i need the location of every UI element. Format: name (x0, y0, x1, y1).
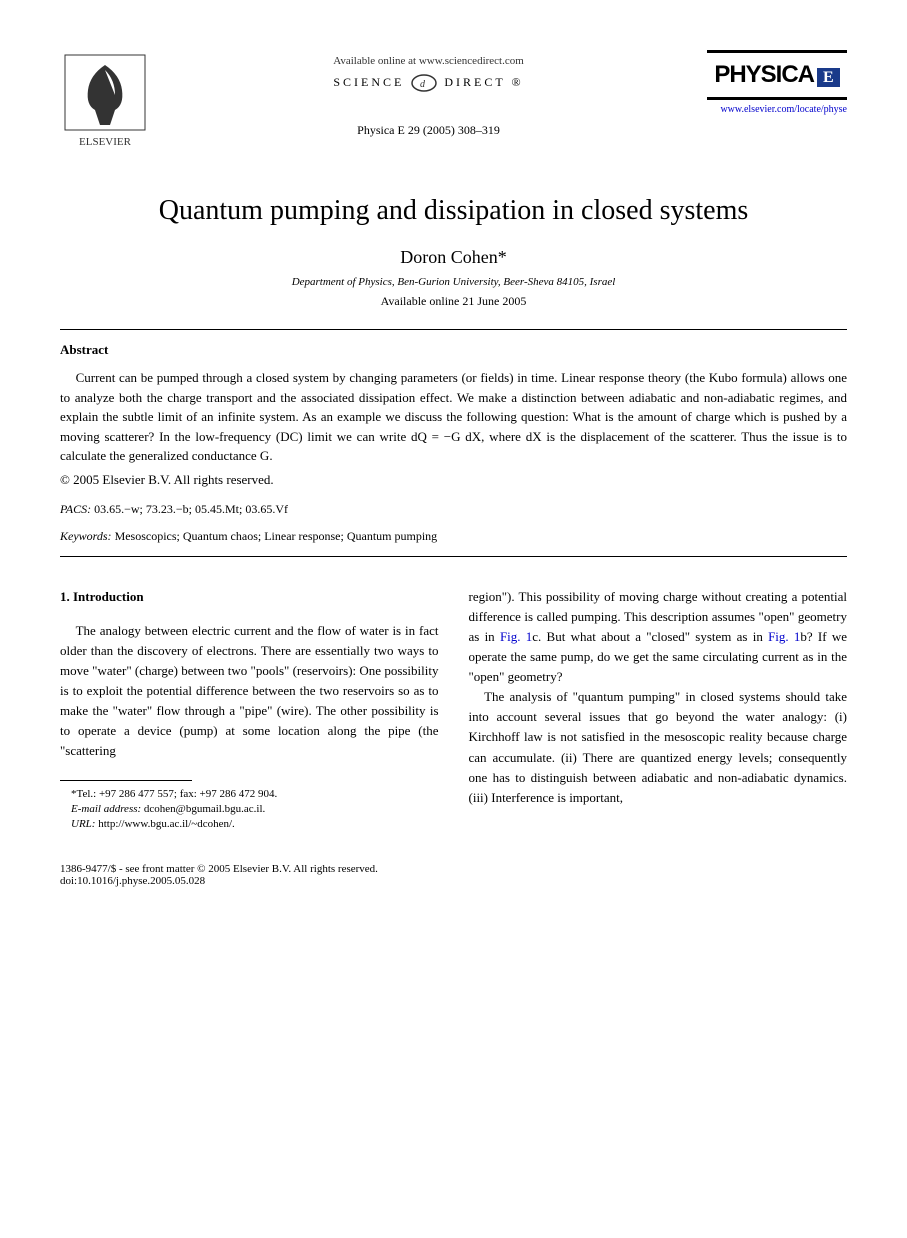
journal-url-link[interactable]: www.elsevier.com/locate/physe (707, 104, 847, 115)
footnote-url: URL: http://www.bgu.ac.il/~dcohen/. (60, 817, 439, 832)
section-1-heading: 1. Introduction (60, 587, 439, 607)
abstract-text: Current can be pumped through a closed s… (60, 368, 847, 466)
sd-reg: ® (512, 75, 524, 89)
email-label: E-mail address: (71, 803, 141, 815)
physica-word: PHYSICA (714, 61, 814, 88)
col2-para1: region"). This possibility of moving cha… (469, 587, 848, 688)
footer-line2: doi:10.1016/j.physe.2005.05.028 (60, 875, 847, 887)
elsevier-text: ELSEVIER (79, 136, 132, 148)
page-footer: 1386-9477/$ - see front matter © 2005 El… (60, 863, 847, 887)
divider-bottom (60, 556, 847, 557)
physica-logo-box: PHYSICAE (707, 50, 847, 100)
abstract-body: Current can be pumped through a closed s… (60, 370, 847, 463)
col2-para2: The analysis of "quantum pumping" in clo… (469, 687, 848, 808)
url-label: URL: (71, 818, 95, 830)
author-marker: * (498, 247, 507, 267)
keywords-label: Keywords: (60, 529, 112, 543)
elsevier-logo-block: ELSEVIER (60, 50, 150, 155)
available-online-text: Available online at www.sciencedirect.co… (150, 55, 707, 67)
elsevier-tree-icon: ELSEVIER (60, 50, 150, 150)
header-row: ELSEVIER Available online at www.science… (60, 50, 847, 155)
keywords-list: Mesoscopics; Quantum chaos; Linear respo… (112, 529, 438, 543)
article-title: Quantum pumping and dissipation in close… (60, 195, 847, 227)
physica-block: PHYSICAE www.elsevier.com/locate/physe (707, 50, 847, 115)
sd-word2: DIRECT (444, 75, 505, 89)
author-name: Doron Cohen (400, 247, 498, 267)
column-right: region"). This possibility of moving cha… (469, 587, 848, 833)
fig1b-link[interactable]: Fig. 1 (768, 629, 800, 644)
sd-swirl-icon: d (410, 73, 438, 93)
column-left: 1. Introduction The analogy between elec… (60, 587, 439, 833)
footnote-divider (60, 780, 192, 781)
col2-para1b: c. But what about a "closed" system as i… (532, 629, 768, 644)
science-direct-logo: SCIENCE d DIRECT ® (150, 73, 707, 93)
center-header: Available online at www.sciencedirect.co… (150, 50, 707, 138)
physica-letter: E (817, 68, 840, 87)
divider-top (60, 329, 847, 330)
pacs-line: PACS: 03.65.−w; 73.23.−b; 05.45.Mt; 03.6… (60, 502, 847, 517)
col1-para1: The analogy between electric current and… (60, 621, 439, 762)
keywords-line: Keywords: Mesoscopics; Quantum chaos; Li… (60, 529, 847, 544)
svg-text:d: d (420, 79, 428, 90)
url-value: http://www.bgu.ac.il/~dcohen/. (95, 818, 234, 830)
pacs-label: PACS: (60, 502, 91, 516)
footer-line1: 1386-9477/$ - see front matter © 2005 El… (60, 863, 847, 875)
footnote-email: E-mail address: dcohen@bgumail.bgu.ac.il… (60, 802, 439, 817)
copyright: © 2005 Elsevier B.V. All rights reserved… (60, 472, 847, 488)
email-value: dcohen@bgumail.bgu.ac.il. (141, 803, 265, 815)
footnote-tel: *Tel.: +97 286 477 557; fax: +97 286 472… (60, 787, 439, 802)
available-date: Available online 21 June 2005 (60, 294, 847, 309)
abstract-heading: Abstract (60, 342, 847, 358)
author-line: Doron Cohen* (60, 247, 847, 268)
journal-citation: Physica E 29 (2005) 308–319 (150, 123, 707, 138)
pacs-codes: 03.65.−w; 73.23.−b; 05.45.Mt; 03.65.Vf (91, 502, 288, 516)
sd-word1: SCIENCE (333, 75, 404, 89)
body-columns: 1. Introduction The analogy between elec… (60, 587, 847, 833)
fig1c-link[interactable]: Fig. 1 (500, 629, 532, 644)
affiliation: Department of Physics, Ben-Gurion Univer… (60, 276, 847, 288)
